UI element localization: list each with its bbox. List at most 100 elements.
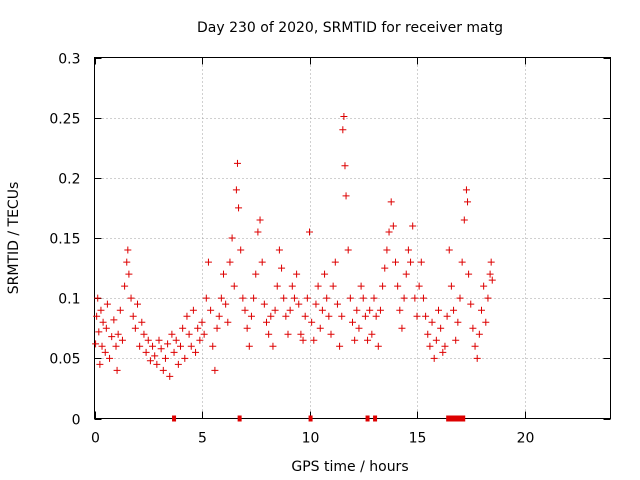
zero-marker (446, 415, 451, 422)
data-point (174, 360, 182, 368)
data-point (235, 204, 243, 212)
zero-marker (449, 415, 454, 422)
data-point (202, 294, 210, 302)
data-point (340, 112, 348, 120)
x-axis-label: GPS time / hours (291, 459, 408, 475)
data-point (426, 342, 434, 350)
data-point (138, 318, 146, 326)
data-point (417, 258, 425, 266)
data-point (364, 336, 372, 344)
data-point (247, 312, 255, 320)
data-point (217, 294, 225, 302)
data-point (346, 294, 354, 302)
data-point (460, 216, 468, 224)
y-tick-label: 0.1 (58, 292, 80, 308)
data-point (471, 342, 479, 350)
x-tick-label: 20 (517, 431, 535, 447)
data-point (374, 342, 382, 350)
x-tick-label: 5 (198, 431, 207, 447)
data-point (323, 294, 331, 302)
data-point (299, 336, 307, 344)
data-point (170, 348, 178, 356)
data-point (316, 324, 324, 332)
data-point (389, 222, 397, 230)
data-point (439, 348, 447, 356)
data-point (341, 162, 349, 170)
data-point (172, 336, 180, 344)
data-point (209, 342, 217, 350)
data-point (254, 228, 262, 236)
data-point (232, 186, 240, 194)
zero-marker (172, 415, 177, 422)
data-point (329, 282, 337, 290)
data-point (275, 246, 283, 254)
data-point (424, 330, 432, 338)
data-point (265, 330, 273, 338)
data-point (435, 306, 442, 314)
data-point (344, 246, 352, 254)
data-point (144, 336, 152, 344)
data-point (411, 294, 419, 302)
data-point (327, 330, 335, 338)
data-point (278, 264, 286, 272)
data-point (113, 366, 121, 374)
data-point (338, 312, 346, 320)
data-point (422, 312, 430, 320)
data-point (211, 366, 219, 374)
data-point (312, 300, 320, 308)
data-point (402, 270, 410, 278)
data-point (297, 330, 305, 338)
y-tick-label: 0 (72, 413, 81, 429)
y-tick-label: 0.25 (49, 112, 80, 128)
data-point (161, 354, 169, 362)
data-point (185, 330, 193, 338)
data-point (245, 342, 253, 350)
data-point (318, 306, 326, 314)
data-point (192, 348, 200, 356)
data-point (239, 294, 247, 302)
data-point (486, 270, 494, 278)
data-point (456, 294, 464, 302)
data-point (159, 366, 167, 374)
data-point (146, 357, 154, 365)
data-point (366, 306, 374, 314)
data-point (361, 312, 369, 320)
data-point (400, 294, 408, 302)
data-point (385, 228, 393, 236)
zero-marker (308, 415, 313, 422)
data-point (131, 324, 139, 332)
data-point (396, 306, 404, 314)
data-point (97, 306, 105, 314)
data-point (458, 258, 466, 266)
data-point (237, 246, 245, 254)
data-point (183, 312, 191, 320)
data-point (166, 372, 174, 380)
data-point (301, 312, 309, 320)
data-point (303, 294, 311, 302)
zero-marker (373, 415, 378, 422)
x-tick-label: 0 (91, 431, 100, 447)
data-point (256, 216, 264, 224)
data-point (464, 198, 472, 206)
data-point (372, 312, 380, 320)
y-axis-label: SRMTID / TECUs (6, 182, 22, 295)
data-point (462, 186, 470, 194)
data-point (269, 342, 277, 350)
zero-marker (237, 415, 242, 422)
data-point (125, 270, 133, 278)
x-tick-label: 10 (302, 431, 320, 447)
data-point (387, 198, 395, 206)
data-point (333, 300, 341, 308)
data-point (359, 294, 367, 302)
data-point (306, 228, 313, 236)
data-point (413, 312, 421, 320)
data-point (392, 258, 399, 266)
data-point (241, 306, 249, 314)
data-point (93, 312, 101, 320)
data-point (473, 354, 481, 362)
data-point (349, 318, 356, 326)
data-point (129, 312, 137, 320)
data-point (398, 324, 406, 332)
data-point (467, 300, 475, 308)
